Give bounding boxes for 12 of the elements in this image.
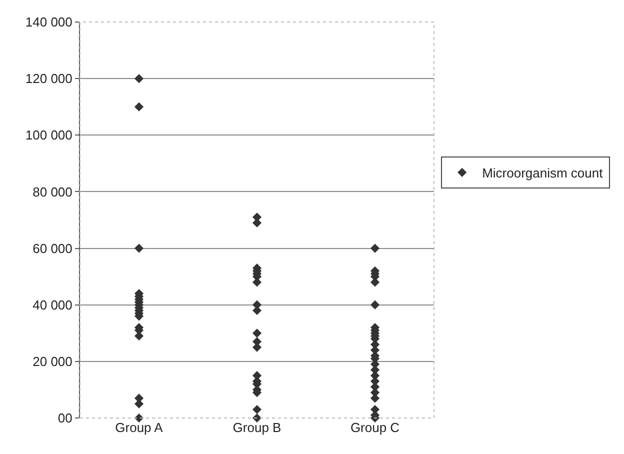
y-tick-label: 00	[58, 410, 72, 426]
y-tick-label: 40 000	[32, 297, 72, 312]
x-tick-label: Group C	[350, 420, 400, 435]
legend-label: Microorganism count	[482, 166, 604, 180]
y-tick-label: 80 000	[32, 184, 72, 200]
y-tick-label: 140 000	[25, 14, 72, 30]
y-tick-label: 100 000	[25, 128, 72, 143]
y-tick-label: 20 000	[32, 354, 72, 369]
y-tick-label: 120 000	[25, 71, 72, 86]
y-tick-label: 60 000	[32, 240, 72, 256]
x-tick-label: Group A	[115, 420, 164, 435]
x-tick-label: Group B	[232, 420, 282, 435]
